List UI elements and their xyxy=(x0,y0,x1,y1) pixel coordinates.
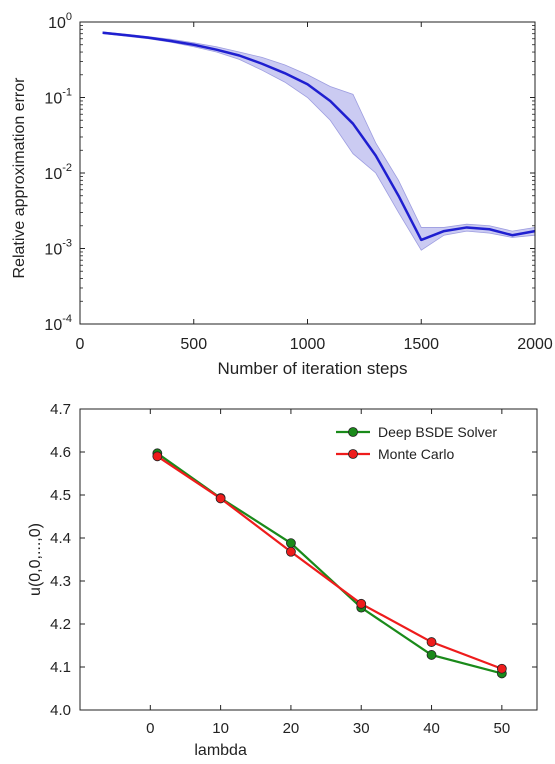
y-tick-label: 4.4 xyxy=(50,530,71,547)
x-axis-label: lambda xyxy=(194,742,247,759)
y-tick-label: 4.3 xyxy=(50,573,71,590)
legend-label: Deep BSDE Solver xyxy=(378,424,497,440)
y-tick-label: 10-3 xyxy=(44,238,72,259)
x-tick-label: 500 xyxy=(180,336,207,353)
y-axis-label: u(0,0,...,0) xyxy=(27,523,44,596)
y-tick-base: 10 xyxy=(44,166,62,183)
monte-carlo-line xyxy=(156,455,503,670)
x-tick-label: 1500 xyxy=(403,336,439,353)
deep-bsde-marker xyxy=(426,650,437,660)
y-tick-base: 10 xyxy=(44,242,62,259)
monte-carlo-marker xyxy=(286,546,296,557)
lambda-chart: 0 10 20 30 40 50 4.0 4.1 4.2 4.3 4.4 4.5 4.6 4.7 lambd… xyxy=(27,401,538,759)
legend-swatch-marker xyxy=(348,449,358,459)
plot-frame xyxy=(79,21,536,325)
x-tick-label: 0 xyxy=(76,336,85,353)
monte-carlo-marker xyxy=(426,637,437,647)
error-chart: 0 500 1000 1500 200010010-110-210-310-4Numbe… xyxy=(11,11,553,378)
monte-carlo-marker xyxy=(496,663,507,674)
y-tick-label: 4.1 xyxy=(50,659,71,676)
y-tick-label: 4.5 xyxy=(50,487,71,504)
y-tick-label: 4.6 xyxy=(50,444,71,461)
y-tick-exponent: -3 xyxy=(62,238,72,250)
y-tick-exponent: -4 xyxy=(62,313,72,325)
error-mean-line xyxy=(102,31,536,242)
x-axis-label: Number of iteration steps xyxy=(218,359,408,378)
y-tick-label: 10-2 xyxy=(44,162,72,183)
y-tick-exponent: 0 xyxy=(66,11,72,23)
y-tick-label: 4.2 xyxy=(50,616,71,633)
y-tick-exponent: -1 xyxy=(62,87,72,99)
legend-swatch-marker xyxy=(348,427,358,437)
y-tick-exponent: -2 xyxy=(62,162,72,174)
y-axis-label: Relative approximation error xyxy=(11,77,28,279)
monte-carlo-marker xyxy=(215,493,226,504)
monte-carlo-marker xyxy=(356,598,367,609)
x-tick-label: 2000 xyxy=(517,336,553,353)
y-tick-base: 10 xyxy=(48,15,66,32)
plot-frame xyxy=(79,408,538,711)
y-tick-label: 100 xyxy=(48,11,72,32)
error-band xyxy=(102,31,536,251)
y-tick-base: 10 xyxy=(44,317,62,334)
x-tick-label: 30 xyxy=(353,720,370,737)
x-tick-label: 50 xyxy=(494,720,511,737)
x-tick-label: 0 xyxy=(146,720,154,737)
x-tick-label: 10 xyxy=(212,720,229,737)
y-tick-label: 10-4 xyxy=(44,313,72,334)
y-tick-base: 10 xyxy=(44,91,62,108)
x-tick-label: 20 xyxy=(283,720,300,737)
y-tick-label: 4.0 xyxy=(50,702,71,719)
legend: Deep BSDE Solver Monte Carlo xyxy=(336,424,497,462)
monte-carlo-marker xyxy=(152,451,163,462)
legend-label: Monte Carlo xyxy=(378,446,454,462)
x-tick-label: 1000 xyxy=(290,336,326,353)
deep-bsde-line xyxy=(156,452,503,675)
y-tick-label: 10-1 xyxy=(44,87,72,108)
deep-bsde-marker xyxy=(286,538,296,549)
y-tick-label: 4.7 xyxy=(50,401,71,418)
x-tick-label: 40 xyxy=(423,720,440,737)
